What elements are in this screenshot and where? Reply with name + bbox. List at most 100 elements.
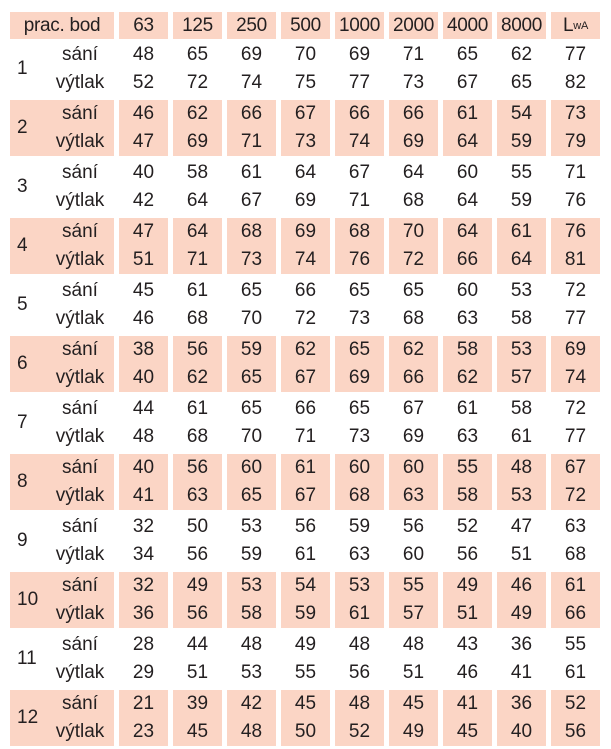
operating-point: 5	[17, 294, 28, 315]
value-cell: 60 63	[389, 454, 438, 510]
value-cell: 71 73	[389, 41, 438, 97]
discharge-value: 63	[348, 544, 371, 565]
value-cell: 70 72	[389, 218, 438, 274]
discharge-value: 66	[564, 603, 587, 624]
discharge-value: 77	[564, 426, 587, 447]
discharge-value: 40	[132, 367, 155, 388]
discharge-value: 70	[240, 308, 263, 329]
discharge-value: 69	[402, 426, 425, 447]
discharge-value: 48	[132, 426, 155, 447]
value-cell: 68 76	[335, 218, 384, 274]
suction-value: 69	[240, 44, 263, 65]
value-cell: 58 64	[173, 159, 222, 215]
label-discharge: výtlak	[55, 426, 105, 447]
discharge-value: 66	[456, 249, 479, 270]
discharge-value: 73	[240, 249, 263, 270]
suction-value: 77	[564, 44, 587, 65]
table-row-group: 3 sání výtlak 40 42 58 64 61 67 64 69 67…	[10, 159, 601, 215]
value-cell: 42 48	[227, 690, 276, 746]
value-cell: 73 79	[551, 100, 600, 156]
discharge-value: 62	[456, 367, 479, 388]
discharge-value: 42	[132, 190, 155, 211]
discharge-value: 72	[186, 72, 209, 93]
value-cell: 64 66	[443, 218, 492, 274]
value-cell: 59 65	[227, 336, 276, 392]
value-cell: 54 59	[497, 100, 546, 156]
row-label: 4 sání výtlak	[10, 218, 114, 274]
label-suction: sání	[62, 44, 98, 65]
value-cell: 21 23	[119, 690, 168, 746]
discharge-value: 45	[456, 721, 479, 742]
discharge-value: 68	[564, 544, 587, 565]
operating-point: 1	[17, 58, 28, 79]
suction-value: 69	[294, 221, 317, 242]
value-cell: 54 59	[281, 572, 330, 628]
label-discharge: výtlak	[55, 544, 105, 565]
discharge-value: 51	[510, 544, 533, 565]
discharge-value: 74	[294, 249, 317, 270]
value-cell: 67 71	[335, 159, 384, 215]
suction-value: 56	[186, 339, 209, 360]
value-cell: 48 53	[497, 454, 546, 510]
discharge-value: 51	[132, 249, 155, 270]
value-cell: 58 62	[443, 336, 492, 392]
suction-value: 72	[564, 398, 587, 419]
discharge-value: 74	[348, 131, 371, 152]
discharge-value: 29	[132, 662, 155, 683]
discharge-value: 69	[348, 367, 371, 388]
discharge-value: 69	[186, 131, 209, 152]
suction-value: 49	[186, 575, 209, 596]
value-cell: 41 45	[443, 690, 492, 746]
row-label: 11 sání výtlak	[10, 631, 114, 687]
value-cell: 45 46	[119, 277, 168, 333]
label-suction: sání	[62, 398, 98, 419]
table-row-group: 12 sání výtlak 21 23 39 45 42 48 45 50 4…	[10, 690, 601, 746]
suction-value: 32	[132, 575, 155, 596]
suction-value: 36	[510, 634, 533, 655]
value-cell: 48 53	[227, 631, 276, 687]
suction-value: 45	[294, 693, 317, 714]
discharge-value: 68	[402, 190, 425, 211]
discharge-value: 71	[186, 249, 209, 270]
suction-value: 64	[402, 162, 425, 183]
discharge-value: 57	[510, 367, 533, 388]
discharge-value: 63	[456, 426, 479, 447]
value-cell: 53 57	[497, 336, 546, 392]
discharge-value: 68	[402, 308, 425, 329]
suction-value: 46	[132, 103, 155, 124]
suction-value: 61	[186, 280, 209, 301]
suction-value: 73	[564, 103, 587, 124]
discharge-value: 58	[510, 308, 533, 329]
label-discharge: výtlak	[55, 190, 105, 211]
row-label: 8 sání výtlak	[10, 454, 114, 510]
operating-point: 12	[17, 707, 39, 728]
discharge-value: 58	[240, 603, 263, 624]
suction-value: 40	[132, 162, 155, 183]
suction-value: 47	[132, 221, 155, 242]
discharge-value: 52	[132, 72, 155, 93]
value-cell: 61 64	[443, 100, 492, 156]
discharge-value: 76	[348, 249, 371, 270]
discharge-value: 56	[186, 544, 209, 565]
suction-value: 49	[456, 575, 479, 596]
discharge-value: 77	[348, 72, 371, 93]
suction-value: 56	[402, 516, 425, 537]
discharge-value: 46	[132, 308, 155, 329]
value-cell: 66 71	[281, 395, 330, 451]
suction-value: 70	[402, 221, 425, 242]
value-cell: 49 55	[281, 631, 330, 687]
suction-value: 64	[456, 221, 479, 242]
value-cell: 60 65	[227, 454, 276, 510]
value-cell: 62 67	[281, 336, 330, 392]
row-label: 2 sání výtlak	[10, 100, 114, 156]
value-cell: 69 74	[227, 41, 276, 97]
suction-value: 62	[294, 339, 317, 360]
value-cell: 65 70	[227, 277, 276, 333]
value-cell: 66 71	[227, 100, 276, 156]
operating-point: 4	[17, 235, 28, 256]
value-cell: 52 56	[551, 690, 600, 746]
discharge-value: 73	[294, 131, 317, 152]
discharge-value: 73	[402, 72, 425, 93]
value-cell: 40 41	[119, 454, 168, 510]
suction-value: 53	[348, 575, 371, 596]
